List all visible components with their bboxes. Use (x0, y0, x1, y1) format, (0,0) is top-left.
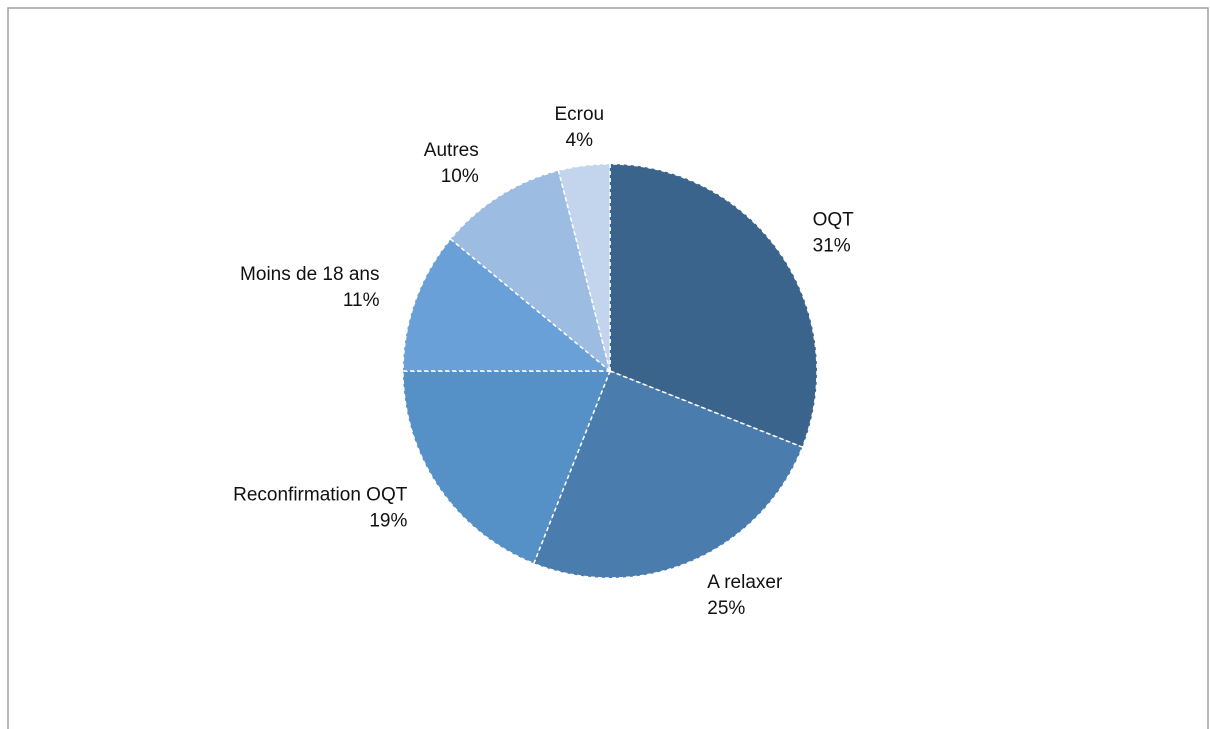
slice-value-label: 4% (566, 130, 594, 151)
pie-slice (402, 237, 613, 372)
slice-label: Moins de 18 ans (240, 264, 379, 285)
slice-value-label: 31% (813, 235, 851, 256)
slice-label: A relaxer (707, 572, 783, 593)
pie-slice (449, 169, 612, 374)
pie-slice (402, 370, 612, 565)
pie-slice (557, 163, 611, 372)
slice-label: Reconfirmation OQT (233, 485, 408, 506)
slice-label: OQT (813, 209, 855, 230)
slice-value-label: 25% (707, 598, 745, 619)
chart-frame (7, 7, 1209, 729)
pie-slice (609, 163, 818, 449)
slice-value-label: 10% (441, 166, 479, 187)
pie-slice (532, 370, 804, 579)
slice-label: Autres (424, 140, 479, 161)
slice-value-label: 19% (369, 511, 407, 532)
slice-label: Ecrou (554, 104, 604, 125)
slice-value-label: 11% (343, 290, 380, 311)
